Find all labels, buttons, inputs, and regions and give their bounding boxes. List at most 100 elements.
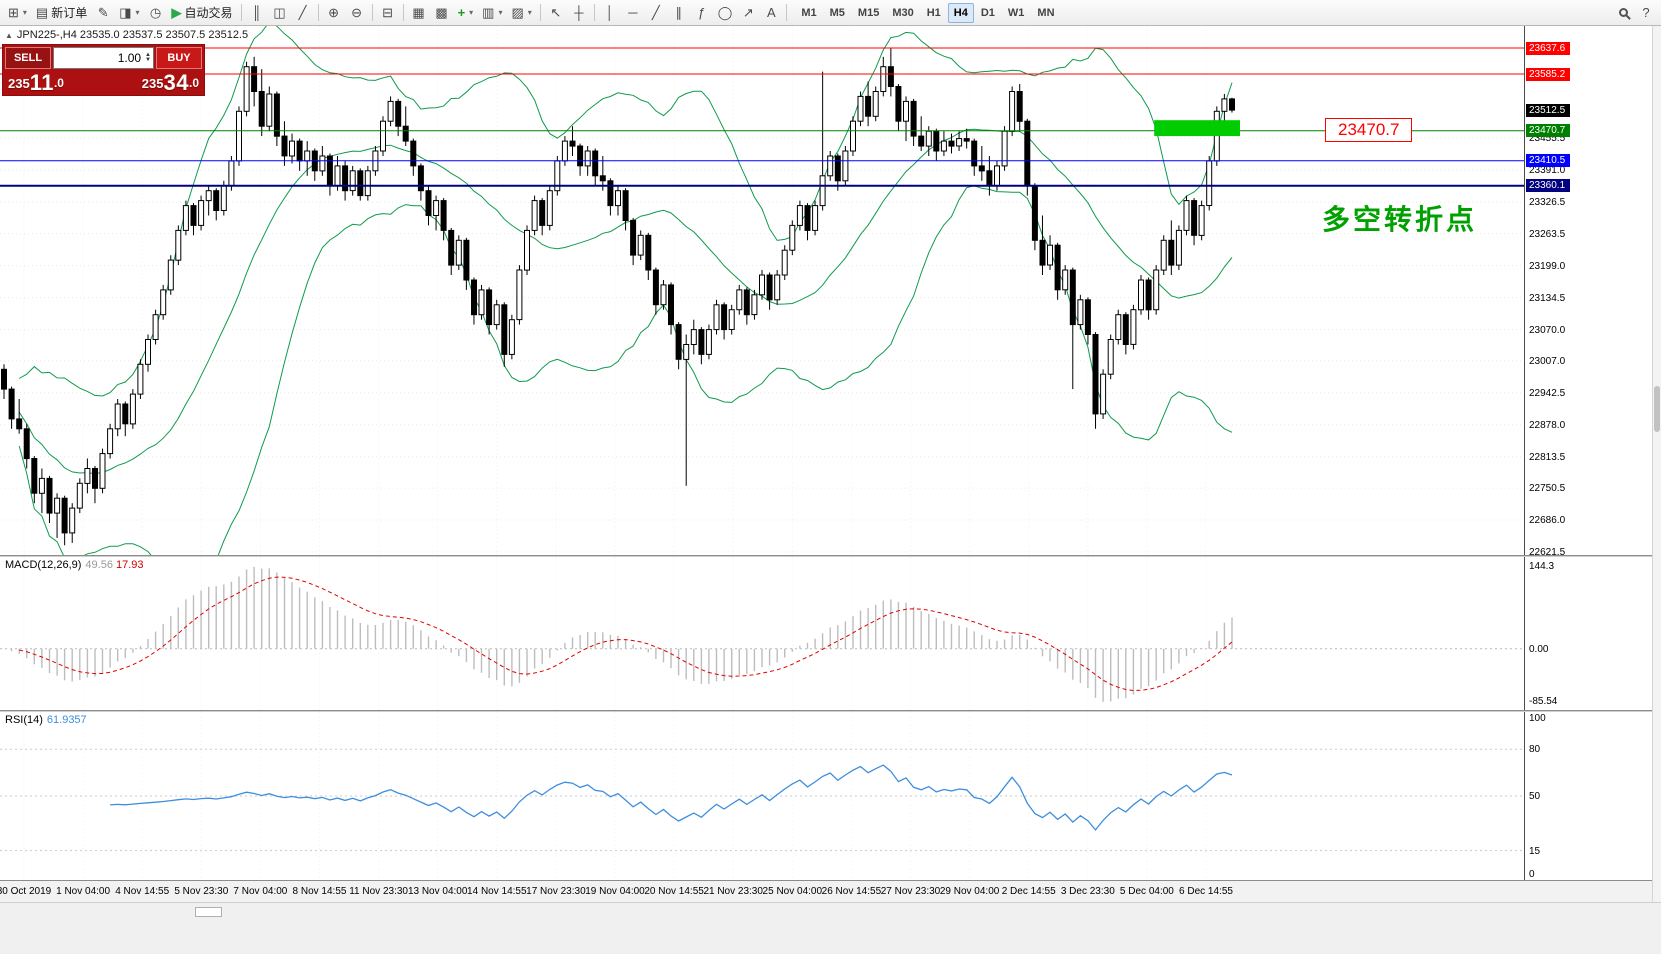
vertical-line-button[interactable]: │	[599, 2, 621, 23]
sell-button[interactable]: SELL	[5, 47, 51, 69]
macd-signal-value: 17.93	[115, 559, 144, 571]
price-scale-label: 22750.5	[1529, 483, 1566, 495]
arrows-button[interactable]: ↗	[737, 2, 759, 23]
auto-arrange-button[interactable]: ▦	[408, 2, 430, 23]
price-scale-label: 23455.5	[1529, 133, 1566, 145]
price-scale-label: 22878.0	[1529, 419, 1566, 431]
macd-main-value: 49.56	[85, 559, 113, 571]
channel-button[interactable]: ∥	[668, 2, 690, 23]
rsi-title: RSI(14) 61.9357	[5, 714, 87, 726]
cursor-button[interactable]: ↖	[545, 2, 567, 23]
toolbar: ⊞ ▾ ▤ 新订单 ✎ ◨ ▾ ◷ ▶ 自动交易 ║ ◫ ╱ ⊕ ⊖ ⊟ ▦ ▩ + ▾ ▥ ▾ ▨ ▾ ↖ ┼ │ ─ ╱ ∥ ƒ ◯ ↗ A …	[0, 0, 1661, 26]
time-axis-label: 30 Oct 2019	[0, 886, 52, 897]
time-axis-label: 21 Nov 23:30	[703, 886, 763, 897]
rsi-chart[interactable]	[0, 712, 1524, 880]
mql-editor-icon: ✎	[97, 5, 109, 20]
candlestick-chart-button[interactable]: ◫	[269, 2, 291, 23]
mql-editor-button[interactable]: ✎	[92, 2, 114, 23]
line-chart-icon: ╱	[298, 5, 307, 20]
zoom-in-button[interactable]: ⊕	[323, 2, 345, 23]
toolbar-separator	[240, 4, 242, 21]
help-icon: ?	[1642, 5, 1650, 20]
timeframe-m30-button[interactable]: M30	[892, 6, 914, 19]
hline-price-tag[interactable]: 23360.1	[1526, 179, 1570, 193]
timeframe-m1-button[interactable]: M1	[801, 6, 817, 19]
one-click-collapse-icon[interactable]: ▲	[5, 31, 13, 40]
time-axis-label: 8 Nov 14:55	[292, 886, 347, 897]
spin-up-icon[interactable]: ▲	[145, 52, 151, 58]
panel-splitter[interactable]	[0, 555, 1661, 557]
timeframe-d1-button[interactable]: D1	[980, 6, 995, 19]
indicators-button[interactable]: + ▾	[454, 2, 478, 23]
time-axis-label: 4 Nov 14:55	[115, 886, 170, 897]
timeframe-h4-button[interactable]: H4	[947, 2, 974, 23]
autotrading-button-label: 自动交易	[184, 6, 233, 20]
timeframe-mn-button[interactable]: MN	[1037, 6, 1055, 19]
tile-windows-button[interactable]: ⊟	[377, 2, 399, 23]
price-callout-label[interactable]: 23470.7	[1325, 118, 1413, 142]
chevron-down-icon: ▾	[498, 8, 503, 17]
volume-input[interactable]: 1.00 ▲ ▼	[53, 47, 154, 69]
grid-button[interactable]: ▩	[431, 2, 453, 23]
chevron-down-icon: ▾	[135, 8, 140, 17]
price-scale-label: 22942.5	[1529, 387, 1566, 399]
alerts-button[interactable]: ◷	[145, 2, 167, 23]
new-order-button[interactable]: ▤ 新订单	[32, 2, 91, 23]
time-axis-label: 14 Nov 14:55	[467, 886, 527, 897]
periods-button[interactable]: ▥ ▾	[478, 2, 506, 23]
annotation-text[interactable]: 多空转折点	[1322, 204, 1478, 235]
bar-chart-button[interactable]: ║	[246, 2, 268, 23]
one-click-trading-panel: SELL 1.00 ▲ ▼ BUY 235 11.0 235 34.0	[2, 44, 205, 96]
scrollbar-thumb[interactable]	[1654, 386, 1660, 432]
timeframe-m15-button[interactable]: M15	[857, 6, 880, 19]
search-button[interactable]	[1612, 2, 1634, 23]
time-axis[interactable]: 30 Oct 2019 1 Nov 04:00 4 Nov 14:55 5 Nov 2…	[0, 880, 1661, 902]
time-axis-label: 20 Nov 14:55	[644, 886, 704, 897]
price-scale[interactable]: 23455.5 23391.0 23326.5 23263.5 23199.0 23134…	[1524, 26, 1652, 558]
hline-price-tag[interactable]: 23637.6	[1526, 41, 1570, 55]
timeframe-toolbar: M1 M5 M15 M30 H1 H4 D1 W1 MN	[795, 2, 1060, 23]
hline-price-tag[interactable]: 23470.7	[1526, 124, 1570, 138]
crosshair-button[interactable]: ┼	[568, 2, 590, 23]
text-icon: A	[767, 5, 776, 20]
timeframe-h1-button[interactable]: H1	[926, 6, 941, 19]
macd-chart[interactable]	[0, 557, 1524, 710]
autotrading-button[interactable]: ▶ 自动交易	[168, 2, 237, 23]
timeframe-w1-button[interactable]: W1	[1007, 6, 1025, 19]
price-chart[interactable]	[0, 26, 1524, 555]
time-axis-label: 26 Nov 14:55	[821, 886, 882, 897]
trendline-button[interactable]: ╱	[645, 2, 667, 23]
buy-button[interactable]: BUY	[156, 47, 202, 69]
candles	[1, 48, 1235, 546]
fibonacci-button[interactable]: ƒ	[691, 2, 713, 23]
new-chart-button[interactable]: ⊞ ▾	[4, 2, 31, 23]
buy-price-big: 34	[163, 70, 189, 95]
hline-price-tag[interactable]: 23585.2	[1526, 67, 1570, 81]
rsi-scale[interactable]: 100 80 50 15 0	[1524, 712, 1652, 880]
profiles-button[interactable]: ◨ ▾	[115, 2, 143, 23]
macd-scale[interactable]: 144.3 0.00 -85.54	[1524, 557, 1652, 710]
search-icon	[1618, 8, 1628, 17]
spin-down-icon[interactable]: ▼	[145, 57, 151, 63]
volume-spinner[interactable]: ▲ ▼	[145, 52, 151, 63]
templates-button[interactable]: ▨ ▾	[507, 2, 535, 23]
line-chart-button[interactable]: ╱	[292, 2, 314, 23]
panel-splitter[interactable]	[0, 710, 1661, 712]
vertical-scrollbar[interactable]	[1652, 26, 1661, 902]
macd-name: MACD(12,26,9)	[5, 559, 82, 571]
toolbar-separator	[402, 4, 404, 21]
cursor-icon: ↖	[550, 5, 562, 20]
shapes-button[interactable]: ◯	[714, 2, 737, 23]
zoom-out-icon: ⊖	[351, 5, 363, 20]
bar-chart-icon: ║	[251, 5, 262, 20]
horizontal-line-button[interactable]: ─	[622, 2, 644, 23]
hline-price-tag[interactable]: 23410.5	[1526, 154, 1570, 168]
indicators-icon: +	[457, 5, 466, 20]
text-button[interactable]: A	[760, 2, 782, 23]
help-button[interactable]: ?	[1635, 2, 1657, 23]
timeframe-m5-button[interactable]: M5	[829, 6, 845, 19]
zoom-out-button[interactable]: ⊖	[346, 2, 368, 23]
time-axis-label: 27 Nov 23:30	[880, 886, 941, 897]
macd-scale-label: 144.3	[1529, 561, 1555, 572]
